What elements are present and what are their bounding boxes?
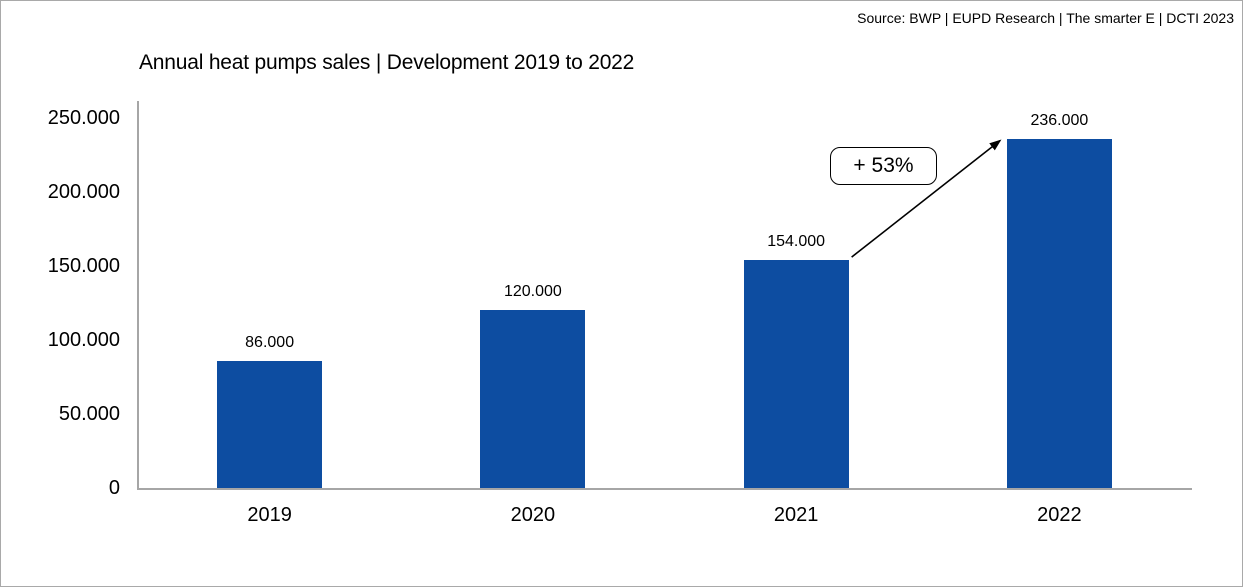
y-tick-label: 100.000 [47, 329, 120, 351]
y-tick-label: 200.000 [47, 181, 120, 203]
growth-annotation-box: + 53% [830, 147, 937, 185]
bar-2022 [1006, 138, 1112, 488]
growth-annotation-label: + 53% [853, 154, 914, 177]
x-tick-label-2022: 2022 [1037, 504, 1082, 526]
y-tick-label: 50.000 [58, 403, 120, 425]
bar-2020 [480, 310, 586, 488]
bar-2019 [217, 360, 323, 488]
x-axis-line [137, 488, 1192, 490]
chart-title: Annual heat pumps sales | Development 20… [139, 51, 635, 74]
y-axis-line [137, 101, 139, 490]
x-tick-label-2021: 2021 [773, 504, 819, 526]
bar-value-label: 154.000 [767, 233, 826, 251]
x-tick-label-2020: 2020 [510, 504, 556, 526]
bar-value-label: 86.000 [245, 333, 295, 351]
y-tick-label: 150.000 [47, 255, 120, 277]
bar-value-label: 236.000 [1030, 111, 1089, 129]
bar-2021 [743, 260, 849, 488]
y-tick-label: 0 [108, 477, 120, 499]
source-text: Source: BWP | EUPD Research | The smarte… [857, 10, 1234, 26]
bar-value-label: 120.000 [503, 283, 562, 301]
y-tick-label: 250.000 [47, 107, 120, 129]
x-tick-label-2019: 2019 [247, 504, 292, 526]
